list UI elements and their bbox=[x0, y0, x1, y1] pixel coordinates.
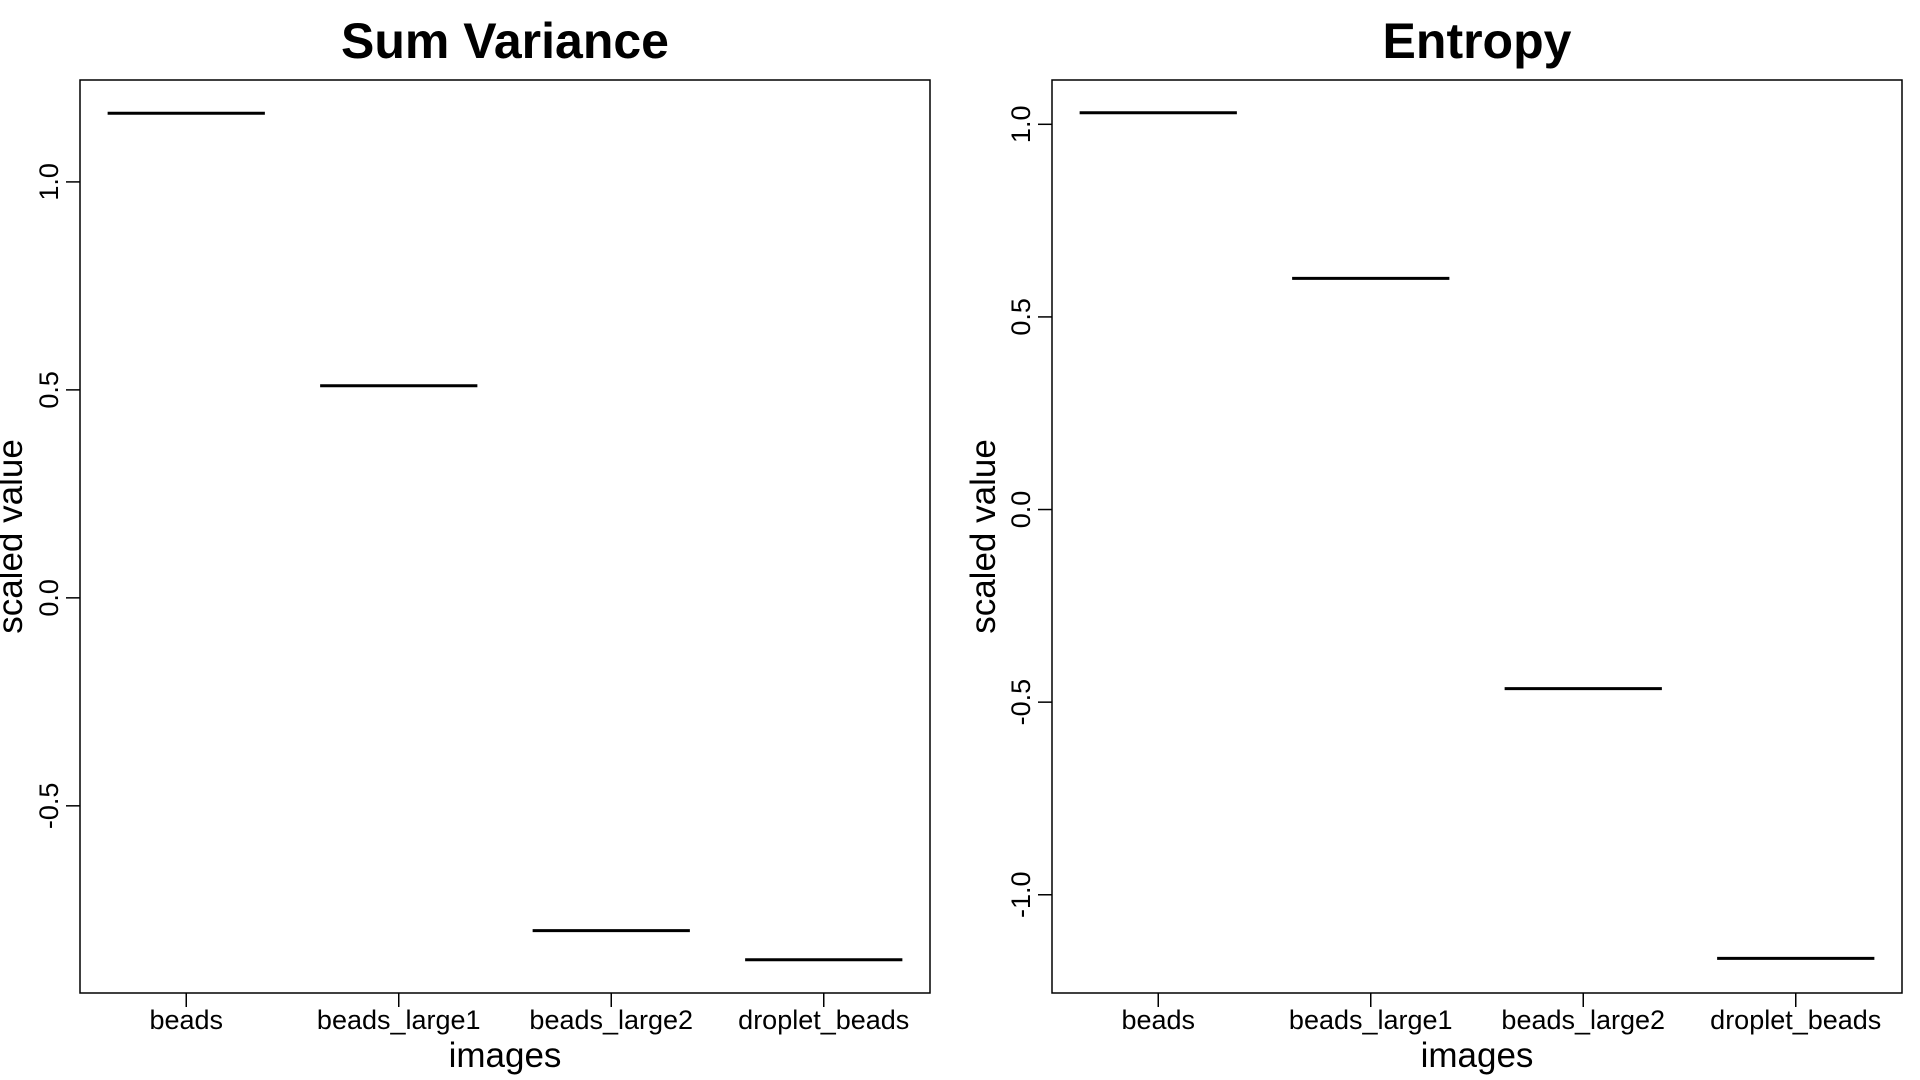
y-tick-label: -0.5 bbox=[34, 783, 64, 830]
x-tick-label: droplet_beads bbox=[738, 1005, 909, 1035]
plot-frame bbox=[1051, 79, 1903, 994]
y-tick-label: 1.0 bbox=[1006, 106, 1036, 144]
x-tick-label: beads_large2 bbox=[1501, 1005, 1665, 1035]
x-tick-label: beads bbox=[1121, 1005, 1195, 1035]
y-tick-label: 0.0 bbox=[34, 579, 64, 617]
y-tick-label: 0.5 bbox=[34, 371, 64, 409]
x-tick-label: beads_large2 bbox=[529, 1005, 693, 1035]
x-tick-label: beads_large1 bbox=[317, 1005, 481, 1035]
chart-title: Sum Variance bbox=[341, 13, 669, 69]
x-axis-label: images bbox=[1421, 1036, 1534, 1075]
chart-panel-1: Sum Variance images scaled value -0.5 0.0 0.5… bbox=[0, 13, 931, 1075]
x-tick-label: beads bbox=[149, 1005, 223, 1035]
plot-frame bbox=[79, 79, 931, 994]
y-tick-label: -0.5 bbox=[1006, 679, 1036, 726]
chart-panel-2: Entropy images scaled value -1.0 -0.5 0.0 0.5 1… bbox=[964, 13, 1903, 1075]
y-tick-label: 1.0 bbox=[34, 163, 64, 201]
y-axis-label: scaled value bbox=[0, 439, 30, 634]
x-axis-label: images bbox=[449, 1036, 562, 1075]
y-tick-label: 0.0 bbox=[1006, 491, 1036, 529]
y-tick-label: 0.5 bbox=[1006, 298, 1036, 336]
y-tick-label: -1.0 bbox=[1006, 872, 1036, 919]
x-tick-label: beads_large1 bbox=[1289, 1005, 1453, 1035]
x-tick-label: droplet_beads bbox=[1710, 1005, 1881, 1035]
y-axis-label: scaled value bbox=[964, 439, 1003, 634]
chart-title: Entropy bbox=[1383, 13, 1572, 69]
